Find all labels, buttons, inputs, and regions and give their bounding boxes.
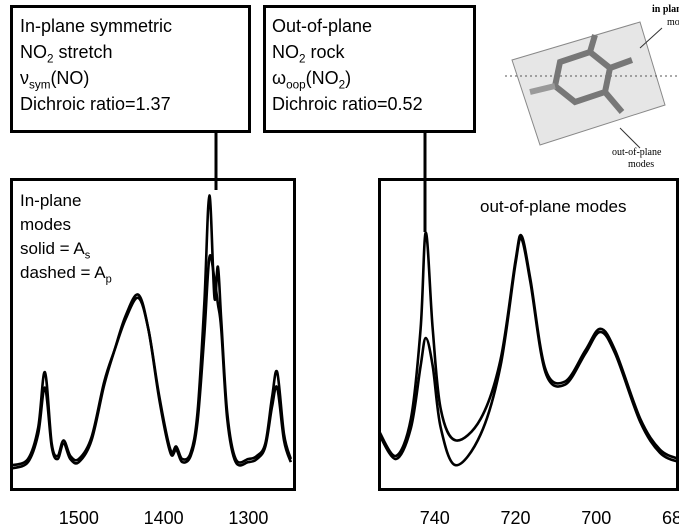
text-line: In-plane symmetric	[20, 16, 172, 36]
text-line: out-of-plane modes	[480, 197, 626, 216]
bond	[602, 90, 625, 114]
text-part: In-plane	[20, 191, 81, 210]
pointer	[619, 127, 641, 149]
callout-box	[263, 5, 476, 133]
text-part: Out-of-plane	[272, 16, 372, 36]
text-part: stretch	[54, 42, 113, 62]
inset-label: modes	[667, 17, 679, 28]
spectrum-line	[12, 254, 293, 470]
text-part: rock	[306, 42, 346, 62]
x-tick-label: 720	[500, 508, 530, 528]
text-line: In-plane	[20, 191, 81, 210]
text-part: Dichroic ratio=0.52	[272, 94, 423, 114]
panel-frame	[378, 178, 679, 491]
inset: in plane modes out-of-plane modes	[505, 4, 679, 170]
pointer	[639, 27, 663, 49]
plane	[511, 21, 666, 146]
x-tick-label: 1300	[228, 508, 268, 528]
text-part: ν	[20, 68, 29, 88]
text-line: NO2 stretch	[20, 42, 113, 66]
subscript: 2	[299, 53, 306, 66]
subscript: oop	[286, 79, 306, 92]
text-part: (NO)	[50, 68, 89, 88]
text-part: (NO	[306, 68, 339, 88]
text-line: Out-of-plane	[272, 16, 372, 36]
text-part: modes	[20, 215, 71, 234]
text-line: dashed = Ap	[20, 263, 112, 285]
text-part: NO	[20, 42, 47, 62]
text-part: )	[345, 68, 351, 88]
panel-frame	[10, 178, 296, 491]
text-part: In-plane symmetric	[20, 16, 172, 36]
x-tick-label: 680	[662, 508, 679, 528]
text-part: Dichroic ratio=1.37	[20, 94, 171, 114]
inset-label: modes	[628, 159, 654, 170]
x-tick-label: 1400	[144, 508, 184, 528]
text-line: solid = As	[20, 239, 91, 261]
subscript: s	[85, 249, 91, 261]
text-part: ω	[272, 68, 286, 88]
callout-box	[10, 5, 251, 133]
bond	[608, 57, 634, 71]
inset-label: out-of-plane	[612, 147, 662, 158]
inset-label: in plane	[652, 4, 679, 15]
text-part: solid = A	[20, 239, 85, 258]
bond	[587, 34, 598, 53]
subscript: p	[106, 273, 112, 285]
text-part: dashed = A	[20, 263, 106, 282]
x-tick-label: 740	[420, 508, 450, 528]
text-line: Dichroic ratio=0.52	[272, 94, 423, 114]
spectrum-line	[377, 236, 679, 467]
x-tick-label: 700	[581, 508, 611, 528]
bond	[529, 83, 556, 95]
subscript: sym	[29, 79, 50, 92]
x-tick-label: 1500	[59, 508, 99, 528]
text-part: out-of-plane modes	[480, 197, 626, 216]
subscript: 2	[339, 79, 346, 92]
spectrum-line	[12, 194, 293, 467]
subscript: 2	[47, 53, 54, 66]
text-line: ωoop(NO2)	[272, 68, 351, 92]
text-line: Dichroic ratio=1.37	[20, 94, 171, 114]
text-line: νsym(NO)	[20, 68, 89, 92]
text-line: modes	[20, 215, 71, 234]
text-line: NO2 rock	[272, 42, 346, 66]
text-part: NO	[272, 42, 299, 62]
